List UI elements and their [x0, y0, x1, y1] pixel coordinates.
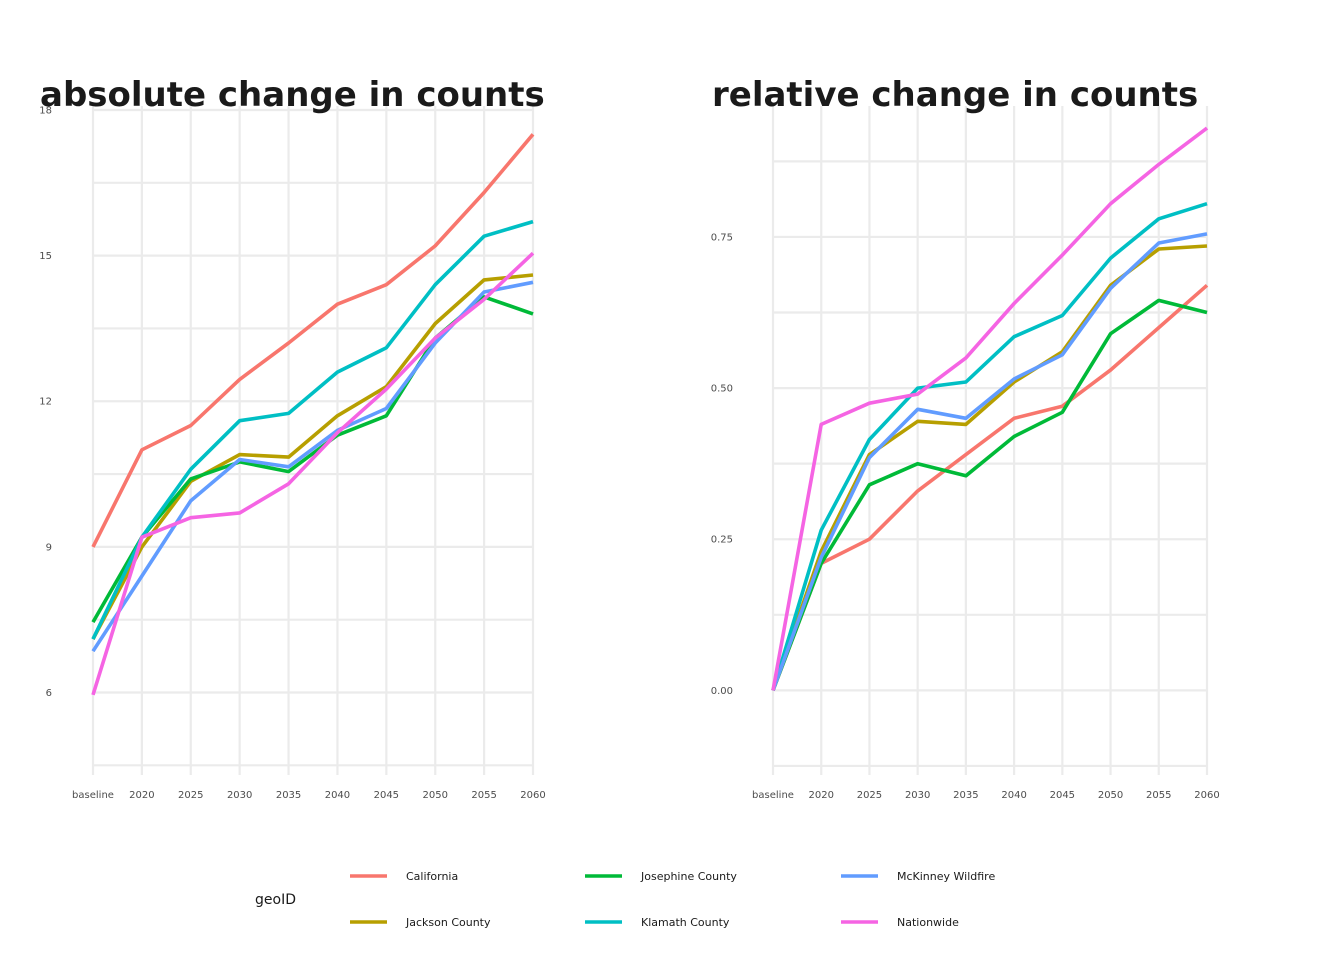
- x-tick-label: 2025: [178, 790, 203, 801]
- series-group: [91, 133, 535, 696]
- y-tick-label: 0.25: [711, 535, 733, 546]
- x-tick-label: 2060: [520, 790, 545, 801]
- legend-label: Klamath County: [641, 916, 730, 929]
- chart-title: absolute change in counts: [40, 75, 545, 115]
- grid: [91, 106, 535, 775]
- x-tick-label: 2035: [953, 790, 978, 801]
- grid: [771, 106, 1209, 775]
- legend-title: geoID: [255, 892, 296, 908]
- series-group: [771, 126, 1209, 692]
- y-tick-label: 6: [46, 688, 52, 699]
- y-axis: 0.00 0.25 0.50 0.75: [711, 232, 733, 696]
- x-tick-label: 2045: [374, 790, 399, 801]
- legend: geoID California Josephine County McKinney …: [255, 870, 995, 929]
- y-tick-label: 18: [39, 106, 52, 117]
- chart-title: relative change in counts: [712, 75, 1198, 115]
- x-tick-label: baseline: [752, 790, 794, 801]
- legend-label: Nationwide: [897, 916, 959, 929]
- legend-item-mckinney-wildfire: McKinney Wildfire: [841, 870, 995, 883]
- panel-absolute: 6 9 12 15 18 baseline 2020 2025 2030 2035 2040 2045…: [39, 75, 545, 801]
- legend-item-nationwide: Nationwide: [841, 916, 959, 929]
- series-line-klamath-county: [91, 219, 534, 640]
- legend-item-jackson-county: Jackson County: [350, 916, 491, 929]
- x-tick-label: 2030: [905, 790, 930, 801]
- y-tick-label: 0.00: [711, 686, 733, 697]
- y-tick-label: 12: [39, 397, 52, 408]
- x-tick-label: 2055: [1146, 790, 1171, 801]
- x-tick-label: 2055: [471, 790, 496, 801]
- series-line-josephine-county: [771, 298, 1208, 692]
- x-tick-label: 2020: [129, 790, 154, 801]
- legend-label: McKinney Wildfire: [897, 870, 995, 883]
- legend-item-josephine-county: Josephine County: [585, 870, 737, 883]
- series-line-california: [771, 283, 1209, 692]
- series-line-mckinney-wildfire: [771, 232, 1208, 692]
- x-tick-label: 2030: [227, 790, 252, 801]
- legend-item-california: California: [350, 870, 458, 883]
- y-tick-label: 15: [39, 251, 52, 262]
- x-tick-label: 2060: [1194, 790, 1219, 801]
- x-tick-label: 2040: [325, 790, 350, 801]
- x-axis: baseline 2020 2025 2030 2035 2040 2045 2050 2055…: [752, 790, 1220, 801]
- series-line-california: [91, 133, 535, 548]
- x-tick-label: 2050: [1098, 790, 1123, 801]
- legend-label: Josephine County: [640, 870, 737, 883]
- x-tick-label: 2045: [1050, 790, 1075, 801]
- series-line-mckinney-wildfire: [91, 280, 534, 653]
- series-line-jackson-county: [91, 273, 534, 640]
- x-tick-label: 2025: [857, 790, 882, 801]
- x-tick-label: 2040: [1001, 790, 1026, 801]
- x-tick-label: baseline: [72, 790, 114, 801]
- legend-label: California: [406, 870, 458, 883]
- panel-relative: 0.00 0.25 0.50 0.75 baseline 2020 2025 2030 2035…: [711, 75, 1220, 801]
- y-tick-label: 0.50: [711, 384, 733, 395]
- series-line-nationwide: [771, 126, 1209, 691]
- legend-label: Jackson County: [405, 916, 491, 929]
- y-axis: 6 9 12 15 18: [39, 106, 52, 699]
- legend-item-klamath-county: Klamath County: [585, 916, 730, 929]
- y-tick-label: 9: [46, 542, 52, 553]
- x-axis: baseline 2020 2025 2030 2035 2040 2045 2050 2055…: [72, 790, 546, 801]
- x-tick-label: 2050: [422, 790, 447, 801]
- x-tick-label: 2020: [808, 790, 833, 801]
- x-tick-label: 2035: [276, 790, 301, 801]
- series-line-klamath-county: [771, 201, 1208, 691]
- y-tick-label: 0.75: [711, 232, 733, 243]
- series-line-nationwide: [91, 251, 535, 696]
